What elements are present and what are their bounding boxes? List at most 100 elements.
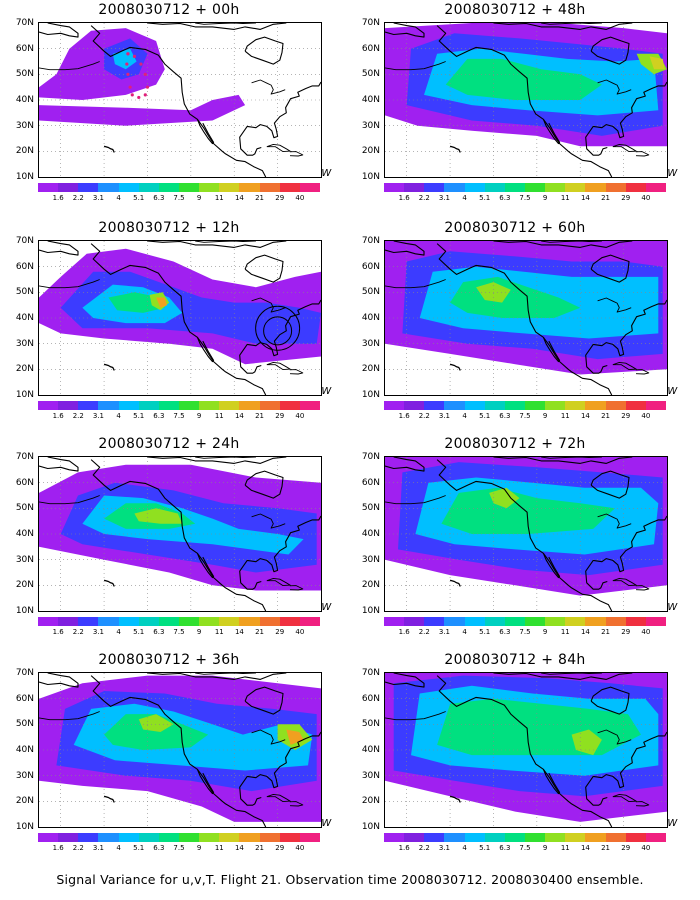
colorbar-swatch: [78, 183, 99, 192]
map-svg: [39, 23, 321, 177]
colorbar-level-label: 21: [601, 194, 611, 202]
latitude-label: 30N: [361, 554, 380, 565]
colorbar-swatch: [645, 183, 667, 192]
flight-track-point: [143, 72, 147, 76]
colorbar-level-label: 9: [196, 628, 202, 636]
colorbar-swatch: [605, 183, 627, 192]
colorbar-level-label: 21: [601, 412, 611, 420]
colorbar-level-label: 21: [601, 844, 611, 852]
colorbar-level-label: 21: [601, 628, 611, 636]
colorbar-level-label: 1.6: [52, 844, 64, 852]
east-coastline: [239, 731, 321, 806]
panel-title: 2008030712 + 24h: [98, 436, 240, 452]
latitude-label: 30N: [361, 338, 380, 349]
colorbar-level-label: 7.5: [173, 844, 185, 852]
latitude-label: 50N: [15, 287, 34, 298]
hudson-bay-coastline: [244, 254, 284, 283]
cuba-outline: [266, 577, 291, 587]
variance-contour: [571, 729, 602, 756]
colorbar-swatch: [118, 617, 140, 626]
flight-track-point: [145, 85, 150, 89]
colorbar-swatch: [279, 617, 301, 626]
flight-track-point: [130, 93, 134, 97]
colorbar-swatch: [645, 617, 667, 626]
latitude-label: 20N: [361, 796, 380, 807]
hispaniola-outline: [289, 585, 304, 591]
aleutian-islands: [385, 61, 446, 71]
latitude-label: 10N: [15, 390, 34, 400]
colorbar-level-label: 1.6: [52, 628, 64, 636]
cuba-outline: [612, 143, 637, 153]
variance-contour: [138, 714, 174, 732]
hawaii-islands: [449, 795, 461, 803]
variance-contour: [156, 297, 167, 308]
colorbar-swatch: [219, 833, 240, 842]
latitude-label: 70N: [361, 18, 380, 28]
arctic-coastline: [493, 241, 633, 248]
colorbar-level-label: 14: [234, 844, 244, 852]
colorbar-swatch: [444, 401, 466, 410]
colorbar-swatch: [605, 401, 627, 410]
hispaniola-outline: [635, 585, 650, 591]
map-svg: [385, 673, 667, 827]
latitude-label: 70N: [15, 236, 34, 246]
colorbar-level-label: 5.1: [479, 412, 491, 420]
latitude-label: 10N: [15, 172, 34, 182]
panel-title: 2008030712 + 36h: [98, 652, 240, 668]
map-panel: 2008030712 + 48h70N60N50N40N30N20N10N180…: [350, 2, 680, 210]
colorbar-level-label: 5.1: [133, 844, 145, 852]
west-coastline: [436, 675, 613, 827]
colorbar-swatch: [645, 401, 667, 410]
variance-map: [384, 22, 668, 178]
colorbar-swatch: [98, 617, 120, 626]
latitude-label: 70N: [361, 236, 380, 246]
colorbar-level-label: 29: [275, 844, 285, 852]
latitude-label: 60N: [361, 477, 380, 488]
variance-map: [38, 22, 322, 178]
latitude-label: 20N: [361, 146, 380, 157]
panel-title: 2008030712 + 48h: [444, 2, 586, 18]
colorbar-swatch: [259, 617, 281, 626]
colorbar-level-label: 3.1: [438, 628, 450, 636]
latitude-label: 30N: [15, 338, 34, 349]
colorbar-level-label: 5.1: [479, 628, 491, 636]
latitude-label: 70N: [15, 18, 34, 28]
arctic-islands: [195, 457, 256, 459]
west-coastline: [90, 25, 267, 177]
colorbar-level-label: 2.2: [418, 844, 430, 852]
colorbar-level-label: 40: [295, 844, 305, 852]
great-lakes-outline: [251, 729, 286, 745]
flight-track-point: [137, 95, 141, 100]
colorbar-level-label: 7.5: [173, 628, 185, 636]
latitude-label: 20N: [15, 146, 34, 157]
colorbar-level-label: 2.2: [72, 628, 84, 636]
colorbar-level-label: 40: [295, 412, 305, 420]
colorbar-swatch: [504, 617, 526, 626]
latitude-label: 10N: [361, 822, 380, 832]
latitude-label: 30N: [361, 120, 380, 131]
colorbar-swatch: [199, 617, 220, 626]
colorbar: [38, 183, 321, 192]
colorbar-swatch: [444, 183, 466, 192]
colorbar-swatch: [484, 183, 506, 192]
cuba-outline: [266, 361, 291, 371]
colorbar-swatch: [259, 833, 281, 842]
latitude-label: 40N: [361, 529, 380, 539]
arctic-islands: [195, 23, 256, 25]
east-coastline: [239, 81, 321, 156]
aleutian-islands: [39, 495, 100, 505]
colorbar-swatch: [58, 617, 79, 626]
latitude-label: 60N: [361, 261, 380, 272]
colorbar: [38, 401, 321, 410]
colorbar-swatch: [138, 401, 160, 410]
colorbar-level-label: 1.6: [52, 412, 64, 420]
colorbar-level-label: 3.1: [92, 412, 104, 420]
map-panel: 2008030712 + 60h70N60N50N40N30N20N10N180…: [350, 220, 680, 428]
latitude-label: 20N: [15, 580, 34, 591]
colorbar-level-label: 6.3: [499, 628, 511, 636]
baja-coastline: [542, 337, 561, 363]
colorbar-swatch: [279, 183, 301, 192]
colorbar-level-label: 11: [560, 412, 570, 420]
variance-contour: [39, 94, 246, 126]
colorbar-swatch: [138, 833, 160, 842]
